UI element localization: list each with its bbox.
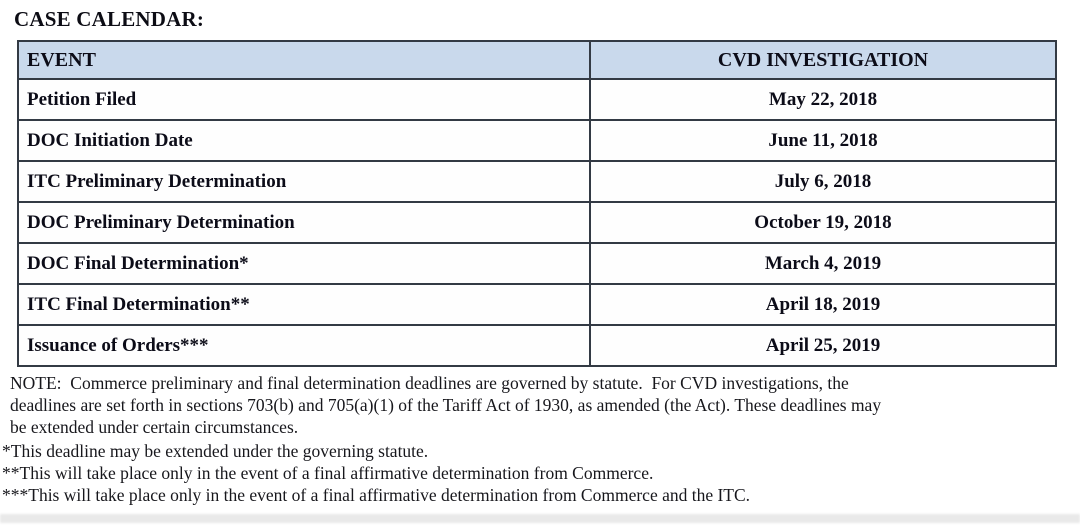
page-title: CASE CALENDAR:: [14, 7, 205, 31]
notes-section: NOTE: Commerce preliminary and final det…: [0, 372, 1074, 506]
table-row: ITC Final Determination** April 18, 2019: [17, 283, 1057, 326]
footnote-single-asterisk: *This deadline may be extended under the…: [2, 441, 429, 461]
column-header-cvd-investigation: CVD INVESTIGATION: [589, 40, 1057, 80]
event-cell: DOC Final Determination*: [17, 242, 591, 285]
table-row: ITC Preliminary Determination July 6, 20…: [17, 160, 1057, 203]
bottom-shade-artifact: [0, 514, 1080, 523]
table-row: DOC Preliminary Determination October 19…: [17, 201, 1057, 244]
table-header-row: EVENT CVD INVESTIGATION: [17, 40, 1057, 80]
note-line: deadlines are set forth in sections 703(…: [10, 395, 882, 415]
footnote-double-asterisk: **This will take place only in the event…: [2, 463, 654, 483]
date-cell: July 6, 2018: [589, 160, 1057, 203]
date-cell: March 4, 2019: [589, 242, 1057, 285]
table-row: Issuance of Orders*** April 25, 2019: [17, 324, 1057, 367]
note-line: be extended under certain circumstances.: [10, 417, 299, 437]
table-row: DOC Initiation Date June 11, 2018: [17, 119, 1057, 162]
event-cell: Issuance of Orders***: [17, 324, 591, 367]
note-line: NOTE: Commerce preliminary and final det…: [10, 373, 849, 393]
date-cell: June 11, 2018: [589, 119, 1057, 162]
table-row: DOC Final Determination* March 4, 2019: [17, 242, 1057, 285]
date-cell: May 22, 2018: [589, 78, 1057, 121]
table-row: Petition Filed May 22, 2018: [17, 78, 1057, 121]
column-header-event: EVENT: [17, 40, 591, 80]
note-paragraph: NOTE: Commerce preliminary and final det…: [10, 372, 1074, 438]
date-cell: October 19, 2018: [589, 201, 1057, 244]
date-cell: April 18, 2019: [589, 283, 1057, 326]
event-cell: ITC Final Determination**: [17, 283, 591, 326]
event-cell: DOC Preliminary Determination: [17, 201, 591, 244]
footnotes: *This deadline may be extended under the…: [2, 440, 1074, 506]
date-cell: April 25, 2019: [589, 324, 1057, 367]
case-calendar-table: EVENT CVD INVESTIGATION Petition Filed M…: [17, 40, 1057, 367]
event-cell: Petition Filed: [17, 78, 591, 121]
event-cell: ITC Preliminary Determination: [17, 160, 591, 203]
event-cell: DOC Initiation Date: [17, 119, 591, 162]
footnote-triple-asterisk: ***This will take place only in the even…: [2, 485, 751, 505]
